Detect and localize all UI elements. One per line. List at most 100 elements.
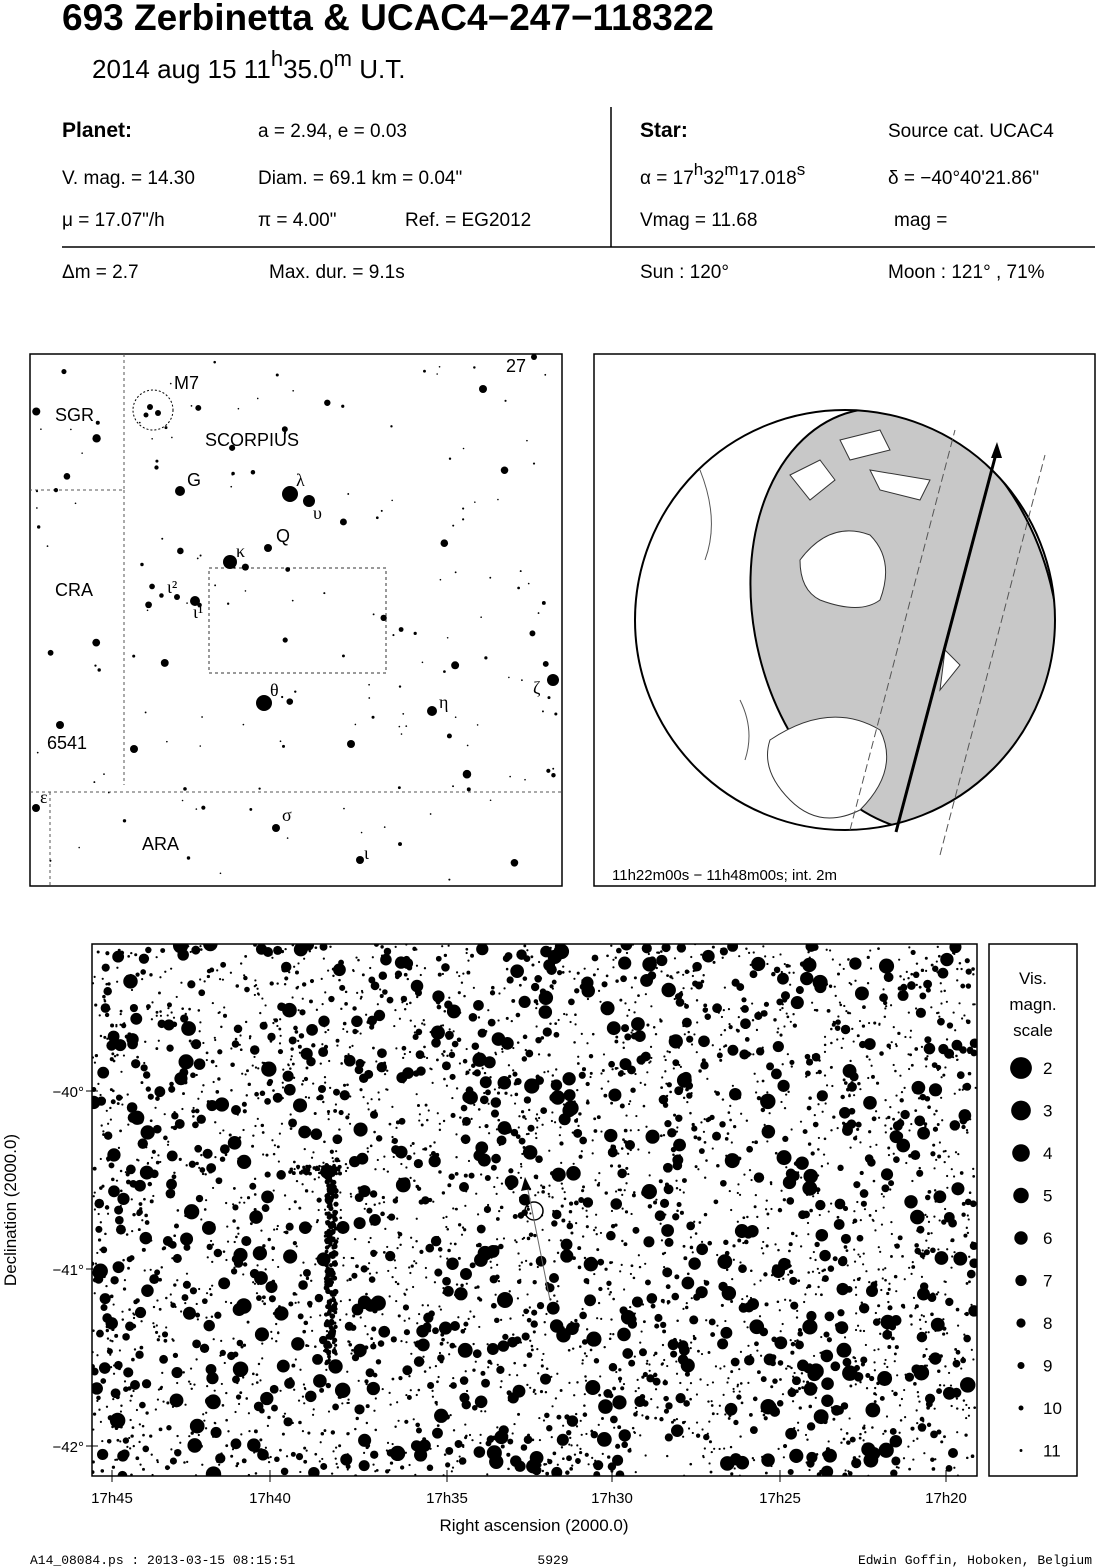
star [277,1331,280,1334]
star [93,1208,96,1211]
star [519,570,522,573]
star [116,1438,120,1442]
star [749,963,752,966]
star [843,1336,847,1339]
star [375,1271,378,1274]
star [384,1227,387,1230]
star [849,1059,852,1063]
star [803,1382,818,1396]
star [311,1043,316,1048]
star [457,1316,460,1319]
star [840,1046,843,1049]
star [272,1189,275,1192]
star [474,1286,478,1290]
star [424,1266,427,1270]
star [936,1123,940,1126]
star [541,1190,545,1194]
star [828,984,833,988]
star [542,661,549,667]
star [935,1158,938,1161]
star [670,1146,677,1153]
star [910,1426,915,1431]
star [230,1438,242,1450]
star [752,1396,758,1402]
star [330,1360,337,1366]
star [584,1452,589,1457]
star [621,1193,624,1196]
star [623,1242,628,1247]
finder-label: θ [270,680,279,700]
star [633,976,637,980]
star [155,1014,158,1017]
star [391,1145,401,1155]
star [213,1036,216,1039]
star [569,1436,572,1440]
star [460,1328,466,1334]
star [242,1128,245,1132]
star-vmag: Vmag = 11.68 [640,210,757,231]
star [163,1338,168,1343]
star [507,1438,514,1445]
star [969,1258,977,1269]
star [842,967,845,970]
star [97,1066,110,1079]
star [218,1463,221,1466]
star [849,1146,852,1149]
star [347,1432,350,1435]
star [546,768,551,773]
star [282,1415,286,1418]
max-dur: Max. dur. = 9.1s [269,262,405,283]
star [573,1128,583,1138]
star [122,1333,130,1341]
star [132,654,136,658]
bright-star [231,1105,241,1115]
star [493,1088,496,1091]
finder-label: 27 [506,356,526,376]
star [890,1469,898,1476]
star [421,1304,424,1307]
star [92,1056,95,1059]
star [390,425,393,428]
star [318,1335,328,1345]
star [328,995,335,1003]
star [239,962,243,965]
star [925,1347,928,1351]
star [800,1176,803,1179]
star [195,1161,199,1166]
star [795,986,804,995]
star [912,1296,916,1299]
star [181,1021,196,1036]
star [401,1148,404,1151]
star [849,1384,853,1388]
star [954,1151,958,1154]
star [259,1011,262,1015]
star [128,1255,135,1261]
star [746,1224,759,1238]
star [117,1192,130,1206]
star [955,1058,959,1062]
star [721,1098,725,1101]
star [719,1058,723,1062]
star [551,1167,566,1182]
star [155,1010,159,1014]
star [184,1214,187,1218]
star [729,1118,732,1122]
star [732,1387,735,1390]
star [764,955,767,958]
star [634,1471,637,1474]
star [496,1365,505,1375]
star [845,1432,849,1435]
star [747,951,751,954]
star [592,973,596,977]
star [843,1004,846,1008]
star [944,1293,947,1296]
star [460,1104,468,1112]
star [516,1041,520,1044]
legend-mark [1014,1231,1028,1245]
star [930,1247,936,1254]
star [261,1300,264,1303]
star [145,601,152,609]
star [106,1348,113,1355]
star [972,973,975,976]
star [707,1351,711,1354]
